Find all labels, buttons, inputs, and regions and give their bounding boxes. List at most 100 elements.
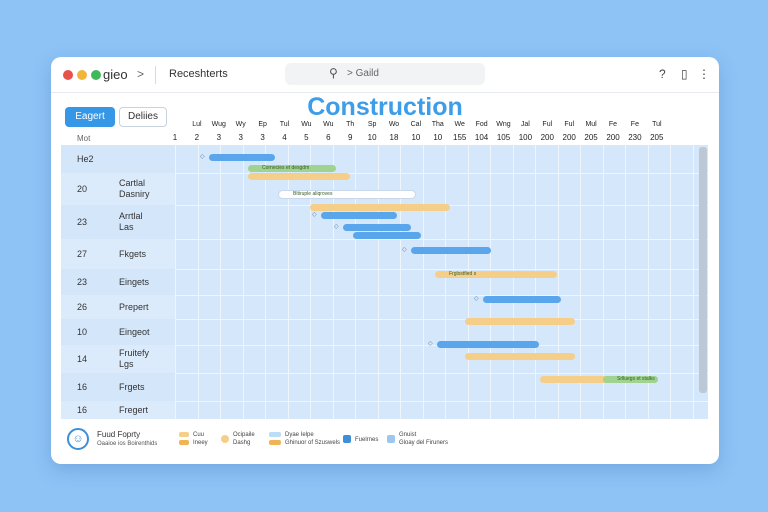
timeline-day-label: Wu (301, 121, 312, 128)
task-row-name: He2 (77, 153, 94, 164)
timeline-day-number: 18 (389, 133, 399, 142)
task-list: He2 20 Cartlal Dasniry 23 Arrtlal Las 27 Fkget… (61, 145, 175, 419)
timeline-day-label: Fod (475, 121, 488, 128)
timeline-day-number: 2 (194, 133, 200, 142)
legend-title: Fuud Foprty (97, 430, 141, 439)
grid-column-line (625, 145, 626, 419)
timeline-day-label: Lul (192, 121, 202, 128)
timeline-day-number: 230 (628, 133, 642, 142)
grid-column-line (670, 145, 671, 419)
grid-column-line (265, 145, 266, 419)
task-row[interactable]: 10 Eingeot (61, 319, 175, 345)
timeline-day-label: Fe (608, 121, 618, 128)
timeline-day-label: Cal (410, 121, 422, 128)
grid-column-line (220, 145, 221, 419)
grid-column-line (422, 145, 424, 419)
gantt-task-bar[interactable] (483, 296, 561, 303)
legend-swatch-orange (179, 432, 189, 437)
timeline-day-number: 6 (326, 133, 331, 142)
gantt-bar-label: Frglostfied s (449, 271, 477, 277)
timeline-day-number: 3 (238, 133, 243, 142)
task-row[interactable]: 27 Fkgets (61, 239, 175, 269)
task-row[interactable]: 16 Fregert (61, 401, 175, 419)
gantt-task-bar[interactable] (353, 232, 421, 239)
task-row[interactable]: 23 Arrtlal Las (61, 205, 175, 239)
grid-column-line (535, 145, 536, 419)
grid-row-line (175, 269, 708, 270)
search-input[interactable]: ⚲ > Gaild (285, 63, 485, 85)
secondary-button[interactable]: Deliies (119, 107, 167, 127)
help-icon[interactable]: ? (659, 67, 666, 81)
primary-button[interactable]: Eagert (65, 107, 115, 127)
gantt-task-bar[interactable] (279, 191, 415, 198)
breadcrumb-chevron-icon: > (137, 67, 145, 81)
legend-item-label: Gloay del Firuners (399, 440, 449, 446)
timeline-day-number: 200 (562, 133, 576, 142)
worker-icon: ☺ (67, 428, 89, 450)
legend-item-label: Dashg (233, 440, 251, 446)
grid-column-line (355, 145, 356, 419)
grid-column-line (602, 145, 604, 419)
timeline-day-number: 10 (411, 133, 421, 142)
timeline-day-number: 205 (584, 133, 598, 142)
search-text: > Gaild (347, 68, 379, 79)
task-row-name: Eingets (119, 276, 150, 287)
gantt-task-bar[interactable] (411, 247, 491, 254)
grid-column-line (647, 145, 649, 419)
row-header-label: Mot (77, 134, 91, 143)
more-icon[interactable]: ⋮ (698, 67, 710, 81)
task-row[interactable]: 20 Cartlal Dasniry (61, 173, 175, 205)
legend-item-label: Fuelrnes (355, 437, 379, 443)
legend-item-label: Dyae Ielpe (285, 432, 314, 438)
grid-column-line (467, 145, 469, 419)
legend-item-label: Ghinuor of Szuswels (285, 440, 341, 446)
timeline-day-label: Sp (367, 121, 377, 128)
legend-swatch-light-blue (269, 432, 281, 437)
gantt-task-bar[interactable] (248, 165, 336, 172)
task-row[interactable]: 26 Prepert (61, 295, 175, 319)
grid-row-line (175, 295, 708, 296)
task-row-name: Eingeot (119, 326, 150, 337)
gantt-task-bar[interactable] (603, 376, 658, 383)
gantt-task-bar[interactable] (540, 376, 658, 383)
task-row[interactable]: He2 (61, 145, 175, 173)
close-window-button[interactable] (63, 70, 73, 80)
legend-item-label: Ineey (193, 440, 208, 446)
dependency-marker-icon: ◇ (312, 212, 317, 218)
maximize-window-button[interactable] (91, 70, 101, 80)
dependency-marker-icon: ◇ (428, 341, 433, 347)
gantt-task-bar[interactable] (209, 154, 275, 161)
legend: ☺ Fuud Foprty Oaaioe ios Boirenthids Cuu… (51, 420, 719, 464)
dependency-marker-icon: ◇ (402, 247, 407, 253)
timeline-day-label: Wug (211, 121, 226, 128)
timeline-day-label: Tul (652, 121, 662, 128)
task-row-number: 10 (77, 327, 88, 337)
gantt-task-bar[interactable] (343, 224, 411, 231)
timeline-day-label: Wu (323, 121, 334, 128)
gantt-task-bar[interactable] (465, 353, 575, 360)
gantt-task-bar[interactable] (437, 341, 539, 348)
gantt-task-bar[interactable] (310, 204, 450, 211)
app-name: gieo (103, 67, 128, 82)
task-row[interactable]: 16 Frgets (61, 373, 175, 401)
grid-row-line (175, 373, 708, 374)
legend-swatch-orange-dark (179, 440, 189, 445)
notification-icon[interactable]: ▯ (681, 67, 688, 81)
gantt-task-bar[interactable] (248, 173, 350, 180)
minimize-window-button[interactable] (77, 70, 87, 80)
legend-swatch-pale-blue (387, 435, 395, 443)
gantt-bar-label: Cornecies et desgdm (262, 165, 310, 171)
gantt-task-bar[interactable] (465, 318, 575, 325)
gantt-task-bar[interactable] (321, 212, 397, 219)
title-divider (155, 66, 156, 84)
task-row-name: Fregert (119, 404, 149, 415)
task-row-number: 23 (77, 277, 88, 287)
legend-swatch-amber (269, 440, 281, 445)
timeline-day-number: 10 (433, 133, 443, 142)
gantt-task-bar[interactable] (435, 271, 557, 278)
timeline-header: 1 2 3 3 3 4 5 6 9 10 18 10 10 155 104 105 100 200 200 205 20… (51, 121, 719, 147)
vertical-scrollbar[interactable] (699, 147, 707, 393)
task-row[interactable]: 14 Fruitefy Lgs (61, 345, 175, 373)
task-row[interactable]: 23 Eingets (61, 269, 175, 295)
breadcrumb[interactable]: Receshterts (169, 68, 228, 80)
